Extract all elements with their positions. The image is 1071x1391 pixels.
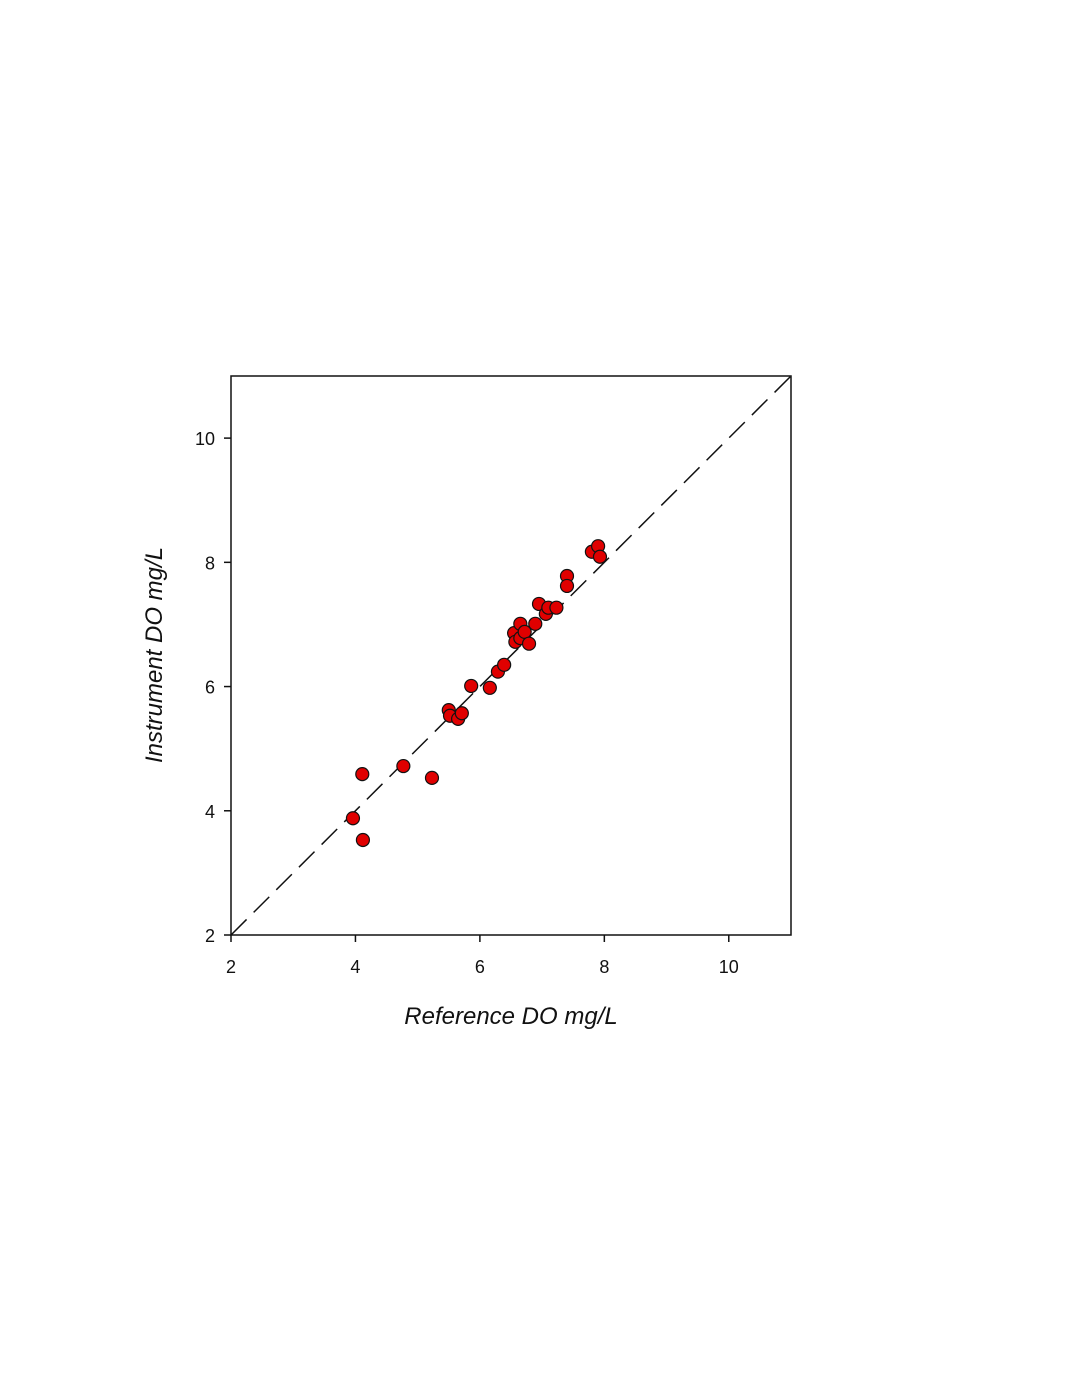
x-tick-label: 8 (599, 957, 609, 977)
plot-frame (230, 375, 792, 936)
point (549, 600, 564, 615)
point (464, 678, 479, 694)
y-tick-label: 6 (205, 678, 215, 698)
x-tick-label: 6 (475, 957, 485, 977)
y-tick-label: 4 (205, 802, 215, 822)
point (497, 657, 512, 672)
point (355, 832, 371, 848)
point (521, 636, 537, 651)
point (592, 549, 608, 564)
point (396, 758, 411, 774)
point (454, 706, 469, 721)
y-tick-label: 10 (195, 429, 215, 449)
x-tick-label: 10 (719, 957, 739, 977)
y-tick-label: 8 (205, 553, 215, 573)
x-tick-label: 2 (226, 957, 236, 977)
x-axis-label: Reference DO mg/L (404, 1003, 617, 1030)
point (559, 578, 575, 594)
y-axis-label: Instrument DO mg/L (141, 547, 168, 763)
y-tick-label: 2 (205, 926, 215, 946)
identity-line (230, 375, 792, 936)
point (345, 811, 361, 826)
point (355, 767, 370, 782)
point (424, 770, 440, 785)
point (528, 616, 543, 631)
point (482, 680, 497, 695)
x-tick-label: 4 (350, 957, 360, 977)
